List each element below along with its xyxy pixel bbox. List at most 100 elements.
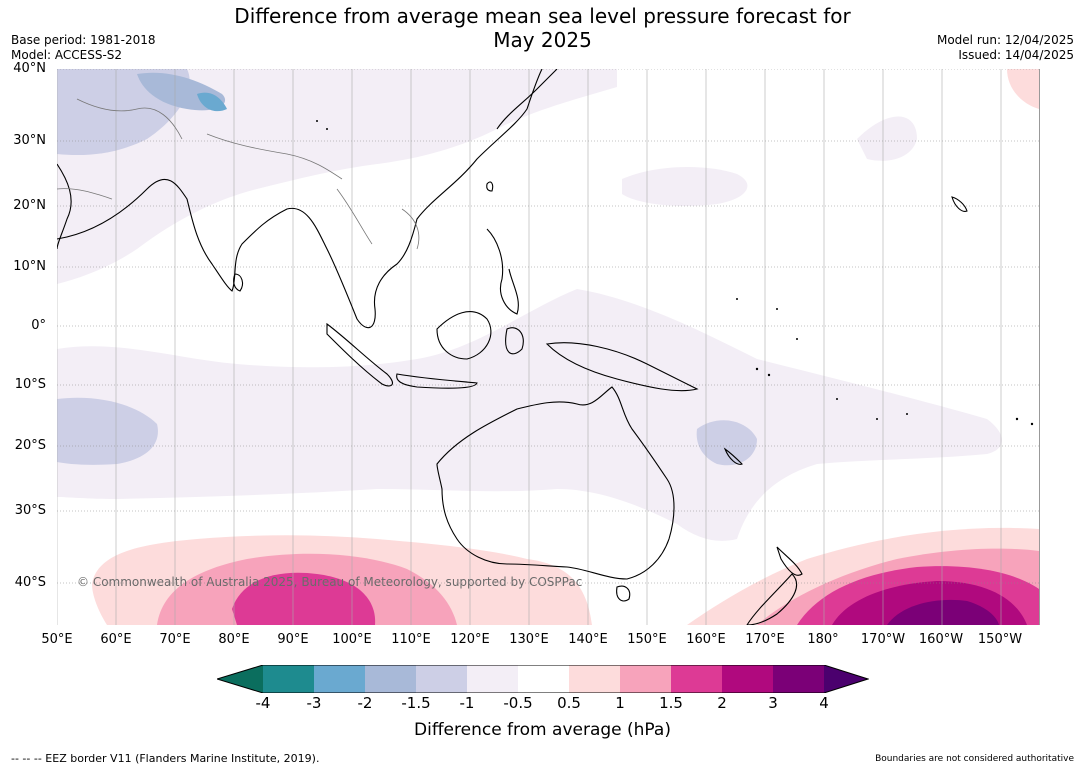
meridians	[57, 69, 1002, 625]
anomaly-region-hawaii-lavender	[857, 116, 917, 161]
title-line-1: Difference from average mean sea level p…	[234, 4, 851, 28]
model-name: Model: ACCESS-S2	[11, 48, 123, 62]
lat-label-30s: 30°S	[14, 503, 46, 518]
border-line-3	[336, 188, 373, 245]
colorbar-tick: -1	[459, 694, 475, 712]
colorbar-segment	[569, 665, 620, 693]
coast-new-zealand-north	[776, 546, 803, 576]
lon-label-150w: 150°W	[977, 632, 1023, 647]
anomaly-fill-layer	[57, 69, 1039, 625]
coast-tasmania	[616, 585, 631, 602]
map-panel	[57, 69, 1040, 625]
coast-hawaii	[951, 196, 968, 212]
coast-japan	[496, 69, 558, 130]
title-line-2: May 2025	[493, 28, 592, 52]
chart-title: Difference from average mean sea level p…	[0, 4, 1085, 52]
lon-label-110e: 110°E	[391, 632, 431, 647]
lat-label-10s: 10°S	[14, 377, 46, 392]
colorbar-tick: -2	[357, 694, 373, 712]
meta-right: Model run: 12/04/2025 Issued: 14/04/2025	[937, 33, 1074, 63]
anomaly-region-south-indian-1p5	[232, 572, 376, 625]
coast-sulawesi	[505, 327, 524, 355]
lat-label-20n: 20°N	[13, 198, 46, 213]
border-line-1	[76, 98, 183, 140]
national-borders	[57, 98, 420, 250]
colorbar-over-arrow	[824, 665, 868, 693]
anomaly-region-south-pacific-3	[887, 599, 999, 625]
coast-south-asia	[57, 69, 543, 329]
colorbar-segment	[518, 665, 569, 693]
map-svg	[57, 69, 1039, 625]
model-run: Model run: 12/04/2025	[936, 33, 1074, 47]
colorbar-tick: 2	[717, 694, 727, 712]
border-line-4	[401, 208, 420, 250]
lon-label-160e: 160°E	[686, 632, 726, 647]
anomaly-region-pacific-lavender	[622, 167, 748, 206]
colorbar-tick: -3	[306, 694, 322, 712]
anomaly-region-south-lavender	[57, 289, 1002, 541]
anomaly-region-coral-sea	[696, 420, 757, 466]
lat-label-20s: 20°S	[14, 438, 46, 453]
colorbar-tick: -0.5	[503, 694, 533, 712]
coast-borneo	[436, 311, 492, 360]
coast-java	[396, 373, 478, 389]
colorbar-label: Difference from average (hPa)	[414, 720, 671, 740]
copyright-notice: © Commonwealth of Australia 2025, Bureau…	[77, 575, 583, 589]
lon-label-140e: 140°E	[568, 632, 608, 647]
lon-label-70e: 70°E	[159, 632, 191, 647]
lat-label-30n: 30°N	[13, 133, 46, 148]
colorbar-segment	[314, 665, 365, 693]
coast-sumatra	[326, 322, 393, 387]
border-line-5	[57, 188, 113, 200]
colorbar-segment	[671, 665, 722, 693]
colorbar-segment	[773, 665, 824, 693]
coast-new-guinea	[545, 342, 699, 392]
lon-label-80e: 80°E	[218, 632, 250, 647]
anomaly-region-tibet	[197, 92, 227, 112]
lon-label-160w: 160°W	[918, 632, 964, 647]
lon-label-170e: 170°E	[745, 632, 785, 647]
anomaly-region-north-lavender	[57, 69, 617, 284]
meta-left: Base period: 1981-2018 Model: ACCESS-S2	[11, 33, 156, 63]
colorbar-tick: -4	[255, 694, 271, 712]
colorbar-segment	[620, 665, 671, 693]
coast-new-zealand-south	[746, 573, 797, 625]
colorbar	[215, 664, 870, 694]
colorbar-tick: -1.5	[401, 694, 431, 712]
lon-label-180: 180°	[807, 632, 839, 647]
coast-sri-lanka	[233, 273, 244, 292]
lon-label-90e: 90°E	[277, 632, 309, 647]
coast-arabia	[57, 163, 72, 250]
colorbar-segment	[365, 665, 416, 693]
colorbar-svg	[215, 664, 870, 694]
lat-label-eq: 0°	[31, 318, 46, 333]
colorbar-tick: 4	[819, 694, 829, 712]
border-line-2	[206, 133, 343, 180]
lon-label-100e: 100°E	[332, 632, 372, 647]
colorbar-tick: 1.5	[659, 694, 683, 712]
lon-label-170w: 170°W	[860, 632, 906, 647]
colorbar-tick: 3	[768, 694, 778, 712]
colorbar-segment	[722, 665, 773, 693]
colorbar-tick: 1	[615, 694, 625, 712]
anomaly-region-indian-ocean	[57, 397, 158, 465]
lat-label-10n: 10°N	[13, 259, 46, 274]
anomaly-region-ne-pacific-pink	[1007, 69, 1039, 109]
coast-taiwan	[486, 181, 494, 192]
lon-label-120e: 120°E	[450, 632, 490, 647]
lat-label-40n: 40°N	[13, 61, 46, 76]
colorbar-segment	[263, 665, 314, 693]
colorbar-segment	[416, 665, 467, 693]
eez-border-note: -- -- -- EEZ border V11 (Flanders Marine…	[11, 752, 320, 765]
colorbar-under-arrow	[217, 665, 263, 693]
coast-philippines	[486, 228, 519, 315]
islands-scatter	[316, 120, 1034, 426]
colorbar-tick: 0.5	[557, 694, 581, 712]
colorbar-segment	[467, 665, 518, 693]
issued-date: Issued: 14/04/2025	[958, 48, 1074, 62]
lon-label-60e: 60°E	[100, 632, 132, 647]
base-period: Base period: 1981-2018	[11, 33, 156, 47]
lon-label-150e: 150°E	[627, 632, 667, 647]
lon-label-130e: 130°E	[509, 632, 549, 647]
lon-label-50e: 50°E	[41, 632, 73, 647]
